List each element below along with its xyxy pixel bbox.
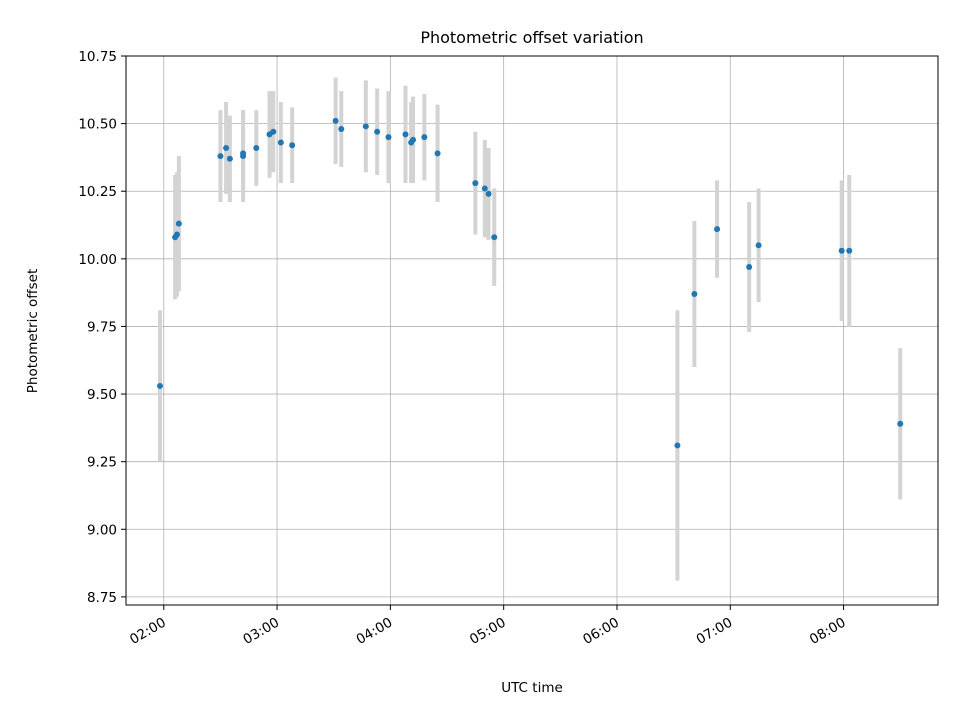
data-point	[338, 126, 345, 133]
y-tick-label: 9.00	[87, 522, 117, 538]
data-points	[156, 117, 904, 449]
data-point	[226, 155, 233, 162]
x-tick-label: 04:00	[354, 615, 396, 648]
data-point	[156, 382, 163, 389]
x-axis-label: UTC time	[501, 680, 563, 696]
data-point	[755, 242, 762, 249]
data-point	[362, 123, 369, 130]
x-tick-label: 03:00	[240, 615, 282, 648]
data-point	[434, 150, 441, 157]
data-point	[472, 180, 479, 187]
data-point	[217, 153, 224, 160]
data-point	[491, 234, 498, 241]
data-point	[897, 420, 904, 427]
x-tick-label: 05:00	[467, 615, 509, 648]
x-tick-label: 08:00	[807, 615, 849, 648]
data-point	[175, 220, 182, 227]
y-tick-label: 10.75	[78, 49, 117, 65]
data-point	[421, 134, 428, 141]
data-point	[385, 134, 392, 141]
plot-frame	[125, 55, 939, 606]
data-point	[173, 231, 180, 238]
data-point	[374, 128, 381, 135]
data-point	[277, 139, 284, 146]
data-point	[481, 185, 488, 192]
ticks: 02:00 03:00 04:00 05:00 06:00 07:00 08:00 8.75 9…	[78, 49, 848, 648]
data-point	[746, 263, 753, 270]
data-point	[332, 117, 339, 124]
y-axis-label: Photometric offset	[25, 269, 41, 393]
y-tick-label: 10.25	[78, 184, 117, 200]
data-point	[846, 247, 853, 254]
data-point	[223, 144, 230, 151]
data-point	[253, 144, 260, 151]
grid-lines	[126, 55, 938, 605]
data-point	[691, 290, 698, 297]
x-tick-label: 02:00	[127, 615, 169, 648]
data-point	[289, 142, 296, 149]
y-tick-label: 9.25	[87, 455, 117, 471]
data-point	[402, 131, 409, 138]
chart-title: Photometric offset variation	[420, 28, 643, 47]
data-point	[270, 128, 277, 135]
y-tick-label: 9.75	[87, 319, 117, 335]
y-tick-label: 9.50	[87, 387, 117, 403]
data-point	[240, 150, 247, 157]
y-tick-label: 8.75	[87, 590, 117, 606]
data-point	[410, 136, 417, 143]
data-point	[674, 442, 681, 449]
x-tick-label: 07:00	[694, 615, 736, 648]
x-tick-label: 06:00	[580, 615, 622, 648]
y-tick-label: 10.50	[78, 117, 117, 133]
error-bars	[157, 77, 903, 581]
y-tick-label: 10.00	[78, 252, 117, 268]
data-point	[838, 247, 845, 254]
data-point	[485, 190, 492, 197]
data-point	[714, 226, 721, 233]
